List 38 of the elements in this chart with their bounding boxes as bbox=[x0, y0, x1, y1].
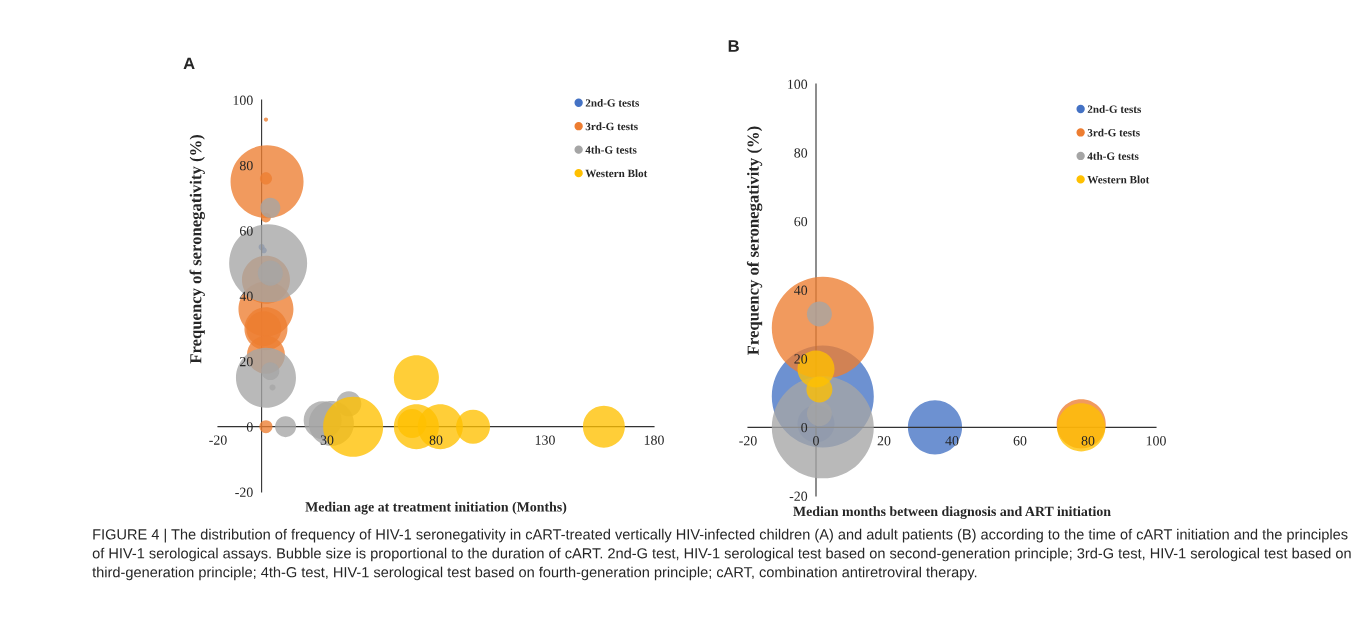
x-tick-label: 0 bbox=[813, 436, 819, 446]
y-tick-label: 100 bbox=[788, 79, 808, 89]
legend-label: Western Blot bbox=[585, 169, 648, 178]
x-tick-label: 100 bbox=[1146, 436, 1166, 446]
y-axis-title: Frequency of seronegativity (%) bbox=[746, 126, 763, 355]
legend-label: 4th-G tests bbox=[585, 145, 637, 154]
y-tick-label: 60 bbox=[794, 216, 808, 227]
x-tick-label: 80 bbox=[1081, 436, 1095, 446]
y-tick-label: 60 bbox=[239, 226, 253, 236]
x-tick-label: 130 bbox=[535, 435, 555, 445]
y-tick-label: 40 bbox=[794, 285, 808, 295]
x-axis-title: Median months between diagnosis and ART initiation bbox=[793, 506, 1111, 519]
chart-title: A bbox=[183, 57, 195, 70]
x-axis-title: Median age at treatment initiation (Months) bbox=[305, 501, 567, 515]
x-tick-label: 20 bbox=[877, 436, 891, 446]
y-tick-label: 100 bbox=[233, 95, 253, 105]
x-tick-label: -20 bbox=[209, 435, 227, 445]
y-tick-label: 80 bbox=[794, 148, 808, 158]
legend-label: 3rd-G tests bbox=[585, 122, 638, 131]
legend-label: 3rd-G tests bbox=[1087, 128, 1140, 137]
legend-label: 2nd-G tests bbox=[585, 98, 640, 107]
x-tick-label: -20 bbox=[739, 436, 757, 446]
y-axis-title: Frequency of seronegativity (%) bbox=[189, 134, 205, 364]
legend-label: 2nd-G tests bbox=[1087, 105, 1142, 113]
y-tick-label: 80 bbox=[239, 160, 253, 171]
y-tick-label: 20 bbox=[794, 354, 808, 364]
caption: FIGURE 4 | The distribution of frequency of HIV-1 seronegativity in cART-treated vertically HIV-infected children (A) and adult patients (B) according to the time of cART initiation and the principles of HIV-1 serological assays. Bubble size is proportional to the duration of cART. 2nd-G test, HIV-1 serological test based on second-generation principle; 3rd-G test, HIV-1 serological test based on third-generation principle; 4th-G test, HIV-1 serological test based on fourth-generation principle; cART, combination antiretroviral therapy. bbox=[92, 528, 1351, 581]
y-tick-label: -20 bbox=[235, 487, 253, 497]
legend-label: Western Blot bbox=[1087, 175, 1150, 184]
x-tick-label: 40 bbox=[945, 436, 959, 446]
x-tick-label: 180 bbox=[644, 435, 664, 445]
x-tick-label: 60 bbox=[1013, 436, 1027, 446]
y-tick-label: -20 bbox=[789, 491, 808, 501]
x-tick-label: 80 bbox=[429, 435, 443, 445]
legend-label: 4th-G tests bbox=[1087, 152, 1139, 160]
y-tick-label: 20 bbox=[239, 356, 253, 367]
chart-title: B bbox=[728, 40, 739, 52]
y-tick-label: 0 bbox=[801, 422, 808, 433]
